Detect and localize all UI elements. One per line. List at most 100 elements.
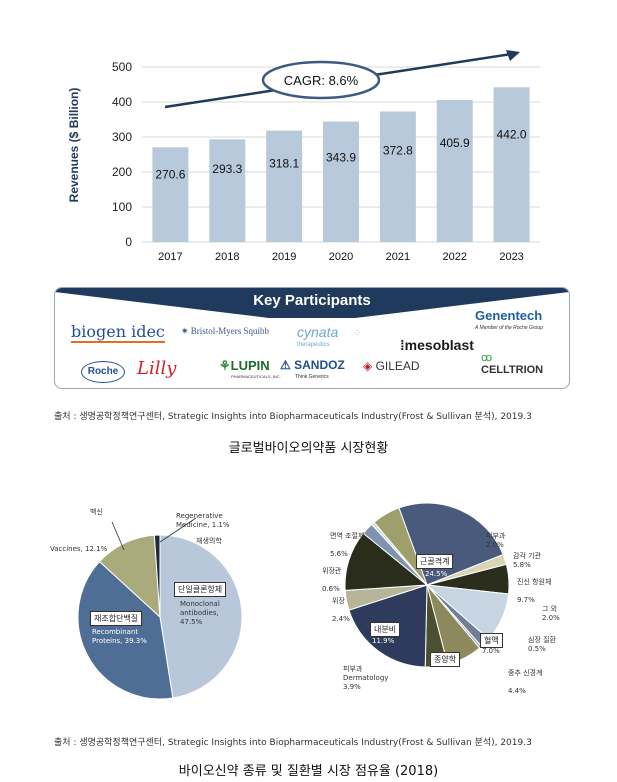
- bar-value-label: 442.0: [497, 127, 527, 141]
- y-tick-label: 200: [112, 165, 132, 179]
- p2-box-musculo: 근골격계: [416, 554, 454, 569]
- pie2-slice-13: [373, 507, 428, 586]
- p2-label-immuno: 면역 조절제 5.6%: [330, 532, 365, 558]
- x-tick-labels: 2017 2018 2019 2020 2021 2022 2023: [158, 251, 524, 263]
- p2-label-cns: 중추 신경계 4.4%: [508, 669, 543, 695]
- pie2-slice-10: [344, 532, 429, 591]
- cynata-logo: cynata: [297, 324, 339, 340]
- y-tick-label: 100: [112, 200, 132, 214]
- bar-value-labels: 270.6 293.3 318.1 343.9 372.8 405.9 442.0: [155, 127, 526, 181]
- gilead-logo: ◈ GILEAD: [363, 359, 420, 373]
- p2-label-systemic: 진신 항원체 9.7%: [517, 578, 552, 604]
- pie1-slice-1: [77, 560, 174, 700]
- x-tick-label: 2023: [499, 251, 523, 263]
- pie-chart-drug-types: [77, 517, 243, 700]
- pie-chart-diseases: [344, 502, 510, 668]
- mesoblast-logo: ⁞mesoblast: [400, 337, 474, 353]
- caption-1: 글로벌바이오의약품 시장현황: [228, 441, 389, 456]
- sandoz-icon: ⚠: [280, 358, 291, 372]
- p2-box-blood: 혈액: [480, 633, 503, 648]
- source-line-1: 출처 : 생명공학정책연구센터, Strategic Insights into…: [54, 412, 532, 422]
- bar-2018: [209, 139, 246, 242]
- bar-2022: [436, 99, 473, 242]
- lupin-logo-text: LUPIN: [230, 358, 270, 373]
- caption-2: 바이오신약 종류 및 질환별 시장 점유율 (2018): [178, 764, 439, 779]
- mesoblast-icon: ⁞: [400, 337, 405, 353]
- bar-2017: [152, 147, 189, 242]
- bar-value-label: 405.9: [440, 136, 470, 150]
- bar-value-label: 293.3: [212, 162, 242, 176]
- y-tick-label: 400: [112, 95, 132, 109]
- source-line-2: 출처 : 생명공학정책연구센터, Strategic Insights into…: [54, 738, 532, 748]
- gilead-icon: ◈: [363, 359, 373, 373]
- sandoz-logo: ⚠ SANDOZ: [280, 358, 345, 372]
- bar-2021: [379, 111, 416, 243]
- mab-label: Monoclonal antibodies,: [180, 600, 220, 617]
- lupin-sub: PHARMACEUTICALS, INC.: [231, 374, 281, 379]
- p2-box-endo: 내분비: [370, 622, 401, 637]
- vaccine-leader: [111, 521, 125, 551]
- y-tick-label: 0: [125, 235, 132, 249]
- recomb-ko-label: 재조합단백질: [90, 611, 143, 626]
- bar-2019: [266, 130, 303, 242]
- sandoz-sub: Think Generics: [295, 374, 329, 380]
- pie1-slice-3: [153, 534, 161, 618]
- genentech-logo: Genentech: [475, 308, 543, 323]
- bar-value-label: 318.1: [269, 156, 299, 170]
- bar-chart: 0 100 200 300 400 500 270.6 293.3 318.1 343.9 372…: [67, 50, 540, 263]
- mab-ko-label: 단일클론항체: [174, 582, 227, 597]
- recomb-label: Recombinant Proteins, 39.3%: [92, 628, 147, 645]
- cynata-dots-icon: ⁘: [353, 328, 362, 339]
- lupin-icon: ⚘: [219, 358, 231, 373]
- p2-label-sense: 감각 기관 5.8%: [513, 552, 541, 569]
- bms-star-icon: ✷: [181, 326, 189, 336]
- bar-value-label: 343.9: [326, 150, 356, 164]
- regen-leader: [159, 517, 197, 543]
- x-tick-label: 2020: [329, 251, 353, 263]
- mab-value: 47.5%: [180, 618, 203, 626]
- key-participants-panel: Key Participants biogen idec ✷ Bristol-M…: [54, 287, 570, 389]
- p2-box-onco: 종양학: [430, 652, 461, 667]
- participants-banner: [55, 288, 569, 318]
- x-tick-label: 2019: [272, 251, 296, 263]
- p2-value-onco: 19.7%: [432, 667, 455, 675]
- genentech-sub: A Member of the Roche Group: [475, 325, 543, 331]
- vaccine-label: Vaccines, 12.1%: [50, 545, 108, 553]
- bar-series: [152, 87, 530, 243]
- x-tick-label: 2021: [386, 251, 410, 263]
- bar-value-label: 372.8: [383, 144, 413, 158]
- bms-logo-text: Bristol-Myers Squibb: [190, 326, 270, 336]
- pie1-slice-0: [159, 534, 243, 699]
- celltrion-logo: CELLTRION: [481, 364, 544, 376]
- x-tick-label: 2018: [215, 251, 239, 263]
- bar-2020: [323, 121, 359, 242]
- vaccine-ko-label: 백신: [90, 508, 103, 516]
- p2-label-other: 그 외 2.0%: [542, 605, 560, 622]
- x-tick-label: 2022: [442, 251, 466, 263]
- bar-value-label: 270.6: [155, 168, 185, 182]
- pie1-slice-2: [98, 534, 161, 619]
- celltrion-icon: ꝏ: [481, 352, 493, 364]
- cagr-label: CAGR: 8.6%: [284, 73, 359, 88]
- p2-label-cardio: 심장 질환 0.5%: [528, 636, 556, 653]
- bar-2023: [493, 87, 530, 242]
- p2-value-endo: 11.9%: [372, 637, 395, 645]
- p2-value-musculo: 24.5%: [425, 570, 448, 578]
- p2-label-derm1: 피부과 2.0%: [486, 532, 506, 549]
- y-tick-label: 300: [112, 130, 132, 144]
- y-tick-label: 500: [112, 60, 132, 74]
- y-axis-label: Revenues ($ Billion): [67, 88, 81, 203]
- cynata-sub: therapeutics: [297, 342, 330, 348]
- regen-label: Regenerative Medicine, 1.1%: [176, 512, 230, 529]
- p2-value-blood: 7.0%: [482, 647, 500, 655]
- p2-label-gi-tract: 위장관 0.6%: [322, 567, 342, 593]
- x-tick-label: 2017: [158, 251, 182, 263]
- p2-label-derm2: 피부과 Dermatology 3.9%: [343, 665, 389, 691]
- roche-logo: Roche: [81, 361, 125, 383]
- lupin-logo: ⚘LUPIN: [219, 358, 270, 374]
- sandoz-logo-text: SANDOZ: [294, 358, 345, 372]
- biogen-idec-logo: biogen idec: [71, 322, 165, 343]
- y-tick-labels: 0 100 200 300 400 500: [112, 60, 132, 249]
- mesoblast-logo-text: mesoblast: [404, 337, 474, 353]
- bms-logo: ✷ Bristol-Myers Squibb: [181, 326, 269, 337]
